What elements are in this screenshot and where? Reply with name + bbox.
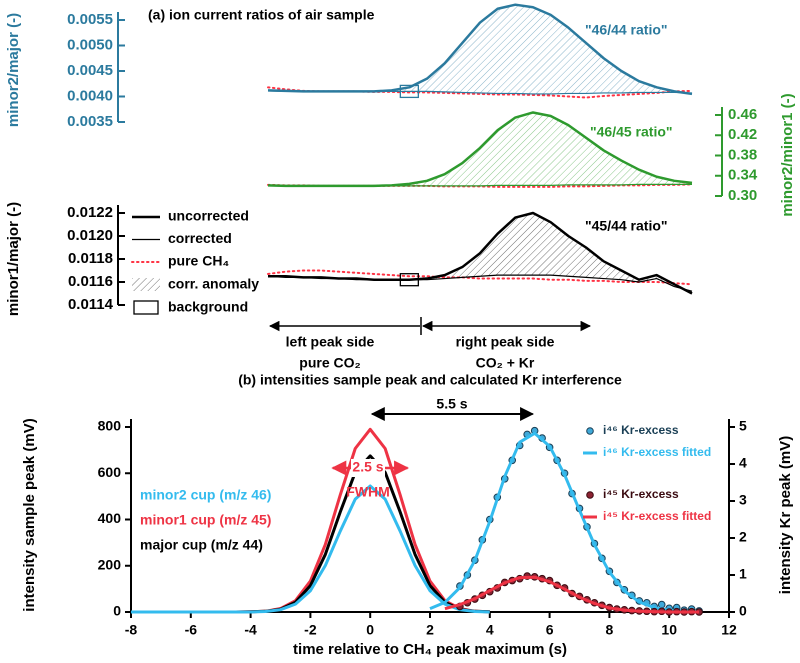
y-tick-label: 0.0122 <box>67 204 113 221</box>
annotation: pure CO₂ <box>299 355 360 371</box>
x-tick-label: -8 <box>125 622 138 638</box>
y-tick-label: 0.42 <box>728 126 757 143</box>
ratio-label: "45/44 ratio" <box>585 218 668 234</box>
x-tick-label: 6 <box>546 622 554 638</box>
annotation: right peak side <box>456 334 555 350</box>
curve <box>444 575 700 614</box>
x-tick-label: -4 <box>244 622 257 638</box>
legend-label: background <box>168 299 248 315</box>
x-tick-label: 0 <box>366 622 374 638</box>
annotation: CO₂ + Kr <box>476 355 535 371</box>
annotation: 5.5 s <box>436 396 467 412</box>
y-tick-label: 0.0045 <box>67 62 113 79</box>
x-tick-label: -6 <box>185 622 198 638</box>
annotation: left peak side <box>286 334 375 350</box>
legend-swatch <box>133 300 159 315</box>
x-tick-label: 4 <box>486 622 494 638</box>
legend-label: i⁴⁵ Kr-excess <box>603 487 679 501</box>
y-tick-label: 0.38 <box>728 146 757 163</box>
y-axis-label: minor1/major (-) <box>5 202 22 316</box>
y-tick-label: 0.0055 <box>67 11 113 28</box>
y-tick-label: 0.0116 <box>68 273 113 290</box>
legend-swatch <box>132 278 160 291</box>
y-tick-label: 0.0040 <box>67 87 113 104</box>
ratio-line <box>267 111 693 188</box>
y2-tick-label: 2 <box>739 529 747 545</box>
scatter-point <box>657 600 666 609</box>
y-axis-label: minor2/major (-) <box>5 13 22 127</box>
background-box <box>399 84 419 99</box>
curve <box>131 484 490 614</box>
y-tick-label: 0.30 <box>728 187 757 204</box>
y-tick-label: 0.0050 <box>67 36 113 53</box>
annotation: 2.5 s <box>352 459 383 475</box>
legend-label: minor2 cup (m/z 46) <box>140 487 271 503</box>
x-axis-label: time relative to CH₄ peak maximum (s) <box>293 641 567 658</box>
curve <box>429 431 700 614</box>
y-axis-label: intensity sample peak (mV) <box>21 418 38 611</box>
y-tick-label: 800 <box>98 418 122 434</box>
y-tick-label: 0.0120 <box>67 227 113 244</box>
ratio-label: "46/45 ratio" <box>590 124 673 140</box>
y-tick-label: 0.0114 <box>68 296 114 313</box>
legend-label: corrected <box>168 230 232 246</box>
y-tick-label: 0.34 <box>728 167 758 184</box>
annotation-bg <box>351 459 385 477</box>
y-tick-label: 0.0118 <box>68 250 113 267</box>
y-tick-label: 200 <box>98 556 122 572</box>
y-tick-label: 0.46 <box>728 106 757 123</box>
legend-label: corr. anomaly <box>168 276 259 292</box>
legend-label: i⁴⁵ Kr-excess fitted <box>603 509 711 523</box>
x-tick-label: 10 <box>661 622 677 638</box>
y-tick-label: 0.0035 <box>67 113 113 130</box>
legend-label: pure CH₄ <box>168 253 229 269</box>
anomaly-area <box>268 4 692 94</box>
legend-label: minor1 cup (m/z 45) <box>140 512 271 528</box>
y-tick-label: 0 <box>113 603 121 619</box>
annotation: FWHM <box>346 484 390 500</box>
y2-tick-label: 1 <box>739 566 747 582</box>
x-tick-label: 8 <box>606 622 614 638</box>
y2-tick-label: 4 <box>739 455 747 471</box>
ratio-label: "46/44 ratio" <box>585 22 668 38</box>
panel-title: (a) ion current ratios of air sample <box>148 7 375 23</box>
legend-label: i⁴⁶ Kr-excess fitted <box>603 445 711 459</box>
y-tick-label: 600 <box>98 464 122 480</box>
y2-axis-label: intensity Kr peak (mV) <box>777 436 794 594</box>
x-tick-label: -2 <box>304 622 317 638</box>
x-tick-label: 12 <box>721 622 737 638</box>
y2-tick-label: 0 <box>739 603 747 619</box>
ratio-line <box>268 211 693 295</box>
panel-title: (b) intensities sample peak and calculat… <box>238 372 622 388</box>
legend-swatch <box>586 491 594 499</box>
legend-label: i⁴⁶ Kr-excess <box>603 423 679 437</box>
legend-label: uncorrected <box>168 208 249 224</box>
y2-tick-label: 3 <box>739 492 747 508</box>
background-box <box>399 273 419 287</box>
y-axis-label: minor2/minor1 (-) <box>779 93 796 216</box>
ratio-line <box>267 269 693 286</box>
ratio-line <box>267 3 693 96</box>
y2-tick-label: 5 <box>739 418 747 434</box>
legend-label: major cup (m/z 44) <box>140 537 263 553</box>
legend-swatch <box>586 427 594 435</box>
x-tick-label: 2 <box>426 622 434 638</box>
y-tick-label: 400 <box>98 510 122 526</box>
